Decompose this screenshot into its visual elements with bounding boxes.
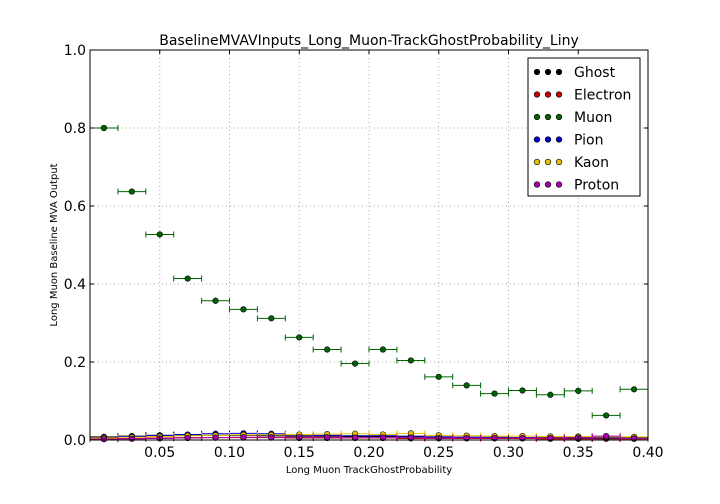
data-point-muon bbox=[240, 306, 247, 313]
data-point-proton bbox=[268, 434, 275, 441]
data-point-muon bbox=[268, 315, 275, 322]
legend-label-ghost: Ghost bbox=[574, 65, 616, 81]
data-point-muon bbox=[184, 275, 191, 282]
x-tick-label: 0.25 bbox=[423, 445, 454, 461]
data-point-muon bbox=[128, 188, 135, 195]
data-point-muon bbox=[156, 231, 163, 238]
y-tick-label: 0.2 bbox=[64, 355, 86, 371]
data-point-muon bbox=[575, 387, 582, 394]
legend-marker-proton bbox=[544, 181, 552, 188]
data-series bbox=[89, 124, 649, 443]
x-tick-label: 0.40 bbox=[632, 445, 663, 461]
x-tick-label: 0.30 bbox=[493, 445, 524, 461]
data-point-proton bbox=[324, 434, 331, 441]
data-point-muon bbox=[296, 334, 303, 341]
x-tick-label: 0.20 bbox=[353, 445, 384, 461]
data-point-muon bbox=[463, 382, 470, 389]
x-tick-label: 0.15 bbox=[284, 445, 315, 461]
data-point-muon bbox=[491, 390, 498, 397]
legend-marker-electron bbox=[544, 91, 552, 98]
legend: Ghost Electron Muon Pion Kaon Proton bbox=[527, 57, 641, 197]
data-point-proton bbox=[463, 434, 470, 442]
legend-marker-pion bbox=[555, 136, 563, 143]
legend-label-muon: Muon bbox=[574, 110, 612, 126]
data-point-muon bbox=[435, 373, 442, 380]
legend-label-kaon: Kaon bbox=[574, 155, 609, 171]
legend-marker-pion bbox=[544, 136, 552, 143]
data-point-proton bbox=[128, 435, 135, 442]
legend-marker-pion bbox=[533, 136, 541, 143]
legend-box bbox=[527, 57, 641, 197]
legend-marker-electron bbox=[555, 91, 563, 98]
data-point-muon bbox=[603, 412, 610, 419]
legend-marker-electron bbox=[533, 91, 541, 98]
data-point-proton bbox=[547, 434, 554, 442]
x-tick-label: 0.05 bbox=[144, 445, 175, 461]
legend-label-electron: Electron bbox=[574, 88, 631, 104]
data-point-muon bbox=[407, 357, 414, 364]
data-point-proton bbox=[603, 433, 610, 440]
data-point-proton bbox=[240, 434, 247, 441]
data-point-muon bbox=[351, 360, 359, 367]
legend-marker-muon bbox=[555, 113, 563, 121]
y-axis-label: Long Muon Baseline MVA Output bbox=[49, 163, 60, 326]
x-tick-label: 0.35 bbox=[563, 445, 594, 461]
legend-marker-ghost bbox=[555, 68, 563, 76]
legend-marker-kaon bbox=[555, 158, 563, 166]
data-point-muon bbox=[100, 124, 108, 132]
data-point-muon bbox=[630, 386, 638, 393]
legend-label-proton: Proton bbox=[574, 178, 619, 194]
legend-marker-ghost bbox=[544, 68, 552, 76]
legend-label-pion: Pion bbox=[574, 133, 603, 149]
x-tick-label: 0.10 bbox=[214, 445, 245, 461]
data-point-muon bbox=[379, 346, 387, 353]
y-tick-label: 0.8 bbox=[64, 121, 86, 137]
data-point-proton bbox=[100, 436, 108, 443]
data-point-proton bbox=[184, 434, 191, 442]
legend-marker-muon bbox=[544, 113, 552, 121]
legend-marker-proton bbox=[555, 181, 563, 188]
y-tick-label: 0.6 bbox=[64, 199, 86, 215]
legend-marker-kaon bbox=[544, 158, 552, 166]
y-tick-label: 1.0 bbox=[64, 43, 86, 59]
series-muon bbox=[89, 124, 649, 419]
data-point-proton bbox=[491, 434, 498, 442]
axis-ticks: 0.05 0.10 0.15 0.20 0.25 0.30 0.35 0.40 0.0 0.2 0.… bbox=[64, 43, 664, 461]
chart-title: BaselineMVAVInputs_Long_Muon-TrackGhostP… bbox=[159, 33, 579, 49]
legend-marker-ghost bbox=[533, 68, 541, 76]
data-point-muon bbox=[547, 391, 554, 398]
x-axis-label: Long Muon TrackGhostProbability bbox=[286, 465, 452, 476]
legend-marker-muon bbox=[533, 113, 541, 121]
legend-marker-proton bbox=[533, 181, 541, 188]
data-point-muon bbox=[324, 346, 331, 353]
y-tick-label: 0.0 bbox=[64, 433, 86, 449]
y-tick-label: 0.4 bbox=[64, 277, 86, 293]
data-point-muon bbox=[519, 387, 526, 394]
legend-marker-kaon bbox=[533, 158, 541, 166]
data-point-muon bbox=[212, 297, 219, 304]
data-point-proton bbox=[519, 434, 526, 442]
